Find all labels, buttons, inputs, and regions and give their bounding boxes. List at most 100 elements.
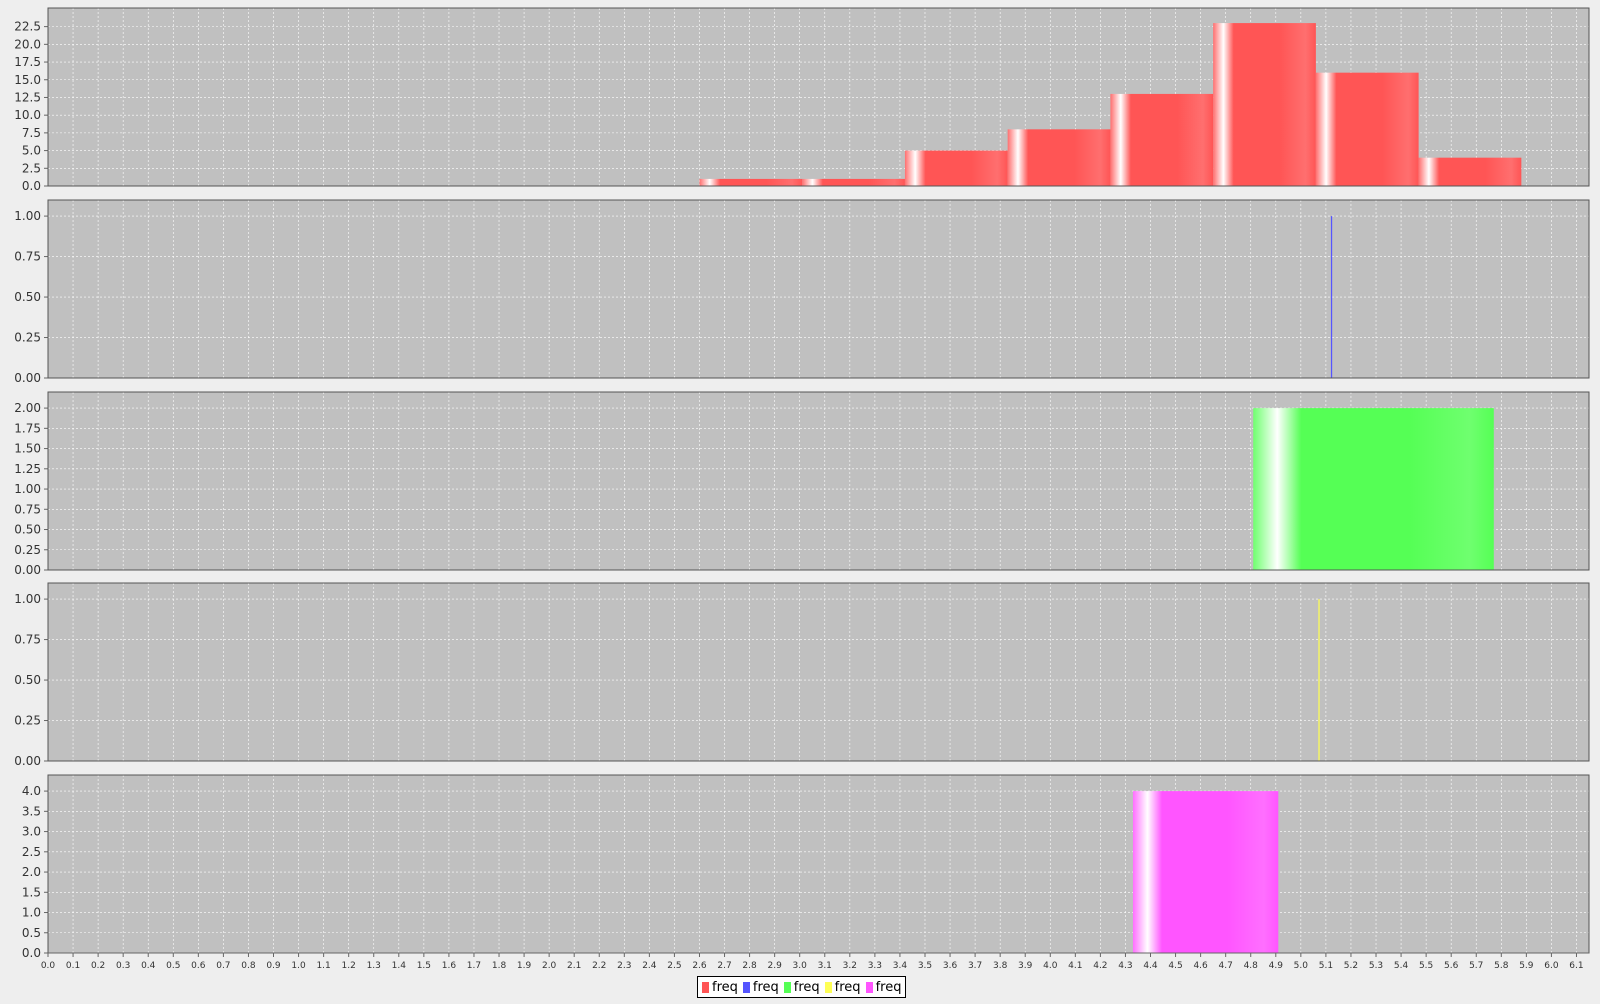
x-tick-label: 3.6 [943, 961, 958, 971]
x-tick-label: 0.3 [116, 961, 130, 971]
y-tick-label: 22.5 [14, 20, 41, 34]
x-tick-label: 4.3 [1118, 961, 1132, 971]
x-tick-label: 3.8 [993, 961, 1008, 971]
histogram-bar [1315, 72, 1419, 186]
x-tick-label: 5.7 [1469, 961, 1483, 971]
x-tick-label: 0.5 [166, 961, 180, 971]
y-tick-label: 1.50 [14, 442, 41, 456]
y-tick-label: 2.0 [22, 865, 41, 879]
x-tick-label: 1.4 [392, 961, 407, 971]
x-tick-label: 5.2 [1344, 961, 1358, 971]
plot-border [47, 391, 1590, 571]
x-tick-label: 2.0 [542, 961, 557, 971]
x-tick-label: 2.4 [642, 961, 657, 971]
x-tick-label: 5.1 [1319, 961, 1333, 971]
x-tick-label: 1.2 [342, 961, 356, 971]
x-tick-label: 5.6 [1444, 961, 1459, 971]
x-tick-label: 6.0 [1544, 961, 1559, 971]
histogram-bar [904, 150, 1008, 186]
histogram-bar [1418, 157, 1522, 186]
y-tick-label: 1.5 [22, 885, 41, 899]
x-tick-label: 3.4 [893, 961, 908, 971]
x-tick-label: 1.8 [492, 961, 507, 971]
histogram-bar [699, 178, 803, 186]
y-tick-label: 1.00 [14, 209, 41, 223]
x-tick-label: 4.8 [1244, 961, 1259, 971]
x-tick-label: 1.0 [291, 961, 306, 971]
x-tick-label: 2.7 [717, 961, 731, 971]
y-tick-label: 1.0 [22, 906, 41, 920]
plot-border [47, 582, 1590, 762]
x-tick-label: 3.9 [1018, 961, 1033, 971]
histogram-bar [1110, 93, 1214, 186]
x-tick-label: 1.1 [316, 961, 330, 971]
legend-item-blue: freq [742, 979, 779, 995]
y-tick-label: 2.5 [22, 845, 41, 859]
y-tick-label: 0.0 [22, 179, 41, 193]
legend-item-green: freq [783, 980, 820, 995]
y-tick-label: 15.0 [14, 73, 41, 87]
x-tick-label: 1.7 [467, 961, 481, 971]
x-tick-label: 4.6 [1193, 961, 1208, 971]
legend-label: freq [834, 979, 861, 995]
plot-background [48, 200, 1589, 378]
histogram-bar [1007, 129, 1111, 186]
y-tick-label: 0.25 [14, 331, 41, 345]
y-tick-label: 0.5 [22, 926, 41, 940]
histogram-bar [1330, 216, 1333, 378]
x-tick-label: 0.4 [141, 961, 156, 971]
legend-swatch-yellow [824, 981, 832, 993]
y-tick-label: 3.5 [22, 804, 41, 818]
y-tick-label: 0.25 [14, 714, 41, 728]
x-tick-label: 3.2 [843, 961, 857, 971]
plot-border [47, 7, 1590, 187]
x-tick-label: 0.7 [216, 961, 230, 971]
y-tick-label: 7.5 [22, 126, 41, 140]
legend-label: freq [875, 979, 902, 995]
histogram-bar [802, 178, 905, 186]
x-tick-label: 0.2 [91, 961, 105, 971]
x-tick-label: 6.1 [1569, 961, 1583, 971]
x-tick-label: 3.7 [968, 961, 982, 971]
x-tick-label: 1.5 [417, 961, 431, 971]
y-tick-label: 0.50 [14, 673, 41, 687]
y-tick-label: 0.50 [14, 290, 41, 304]
x-tick-label: 0.6 [191, 961, 206, 971]
y-tick-label: 1.00 [14, 592, 41, 606]
x-tick-label: 3.5 [918, 961, 932, 971]
x-tick-label: 0.9 [266, 961, 281, 971]
x-tick-label: 4.4 [1143, 961, 1158, 971]
legend-swatch-magenta [865, 981, 873, 993]
x-tick-label: 4.7 [1219, 961, 1233, 971]
y-tick-label: 0.75 [14, 502, 41, 516]
x-tick-label: 5.8 [1494, 961, 1509, 971]
x-tick-label: 3.0 [793, 961, 808, 971]
x-tick-label: 0.1 [66, 961, 80, 971]
y-tick-label: 1.25 [14, 462, 41, 476]
plot-background [48, 775, 1589, 953]
x-tick-label: 3.3 [868, 961, 882, 971]
histogram-bar [1213, 23, 1316, 187]
y-tick-label: 0.75 [14, 633, 41, 647]
histogram-bar [1318, 599, 1320, 761]
histogram-bar [1253, 408, 1494, 570]
x-tick-label: 2.9 [767, 961, 782, 971]
legend-swatch-green [783, 981, 791, 993]
y-tick-label: 10.0 [14, 108, 41, 122]
x-tick-label: 3.1 [818, 961, 832, 971]
x-tick-label: 2.3 [617, 961, 631, 971]
x-tick-label: 2.1 [567, 961, 581, 971]
x-tick-label: 2.8 [742, 961, 757, 971]
legend-swatch-red [702, 981, 709, 993]
legend-label: freq [752, 979, 779, 995]
x-tick-label: 5.5 [1419, 961, 1433, 971]
x-tick-label: 1.3 [367, 961, 381, 971]
y-tick-label: 12.5 [14, 90, 41, 104]
y-tick-label: 4.0 [22, 784, 41, 798]
x-tick-label: 4.2 [1093, 961, 1107, 971]
x-tick-label: 0.8 [241, 961, 256, 971]
legend-item-magenta: freq [865, 979, 902, 995]
x-tick-label: 2.5 [667, 961, 681, 971]
